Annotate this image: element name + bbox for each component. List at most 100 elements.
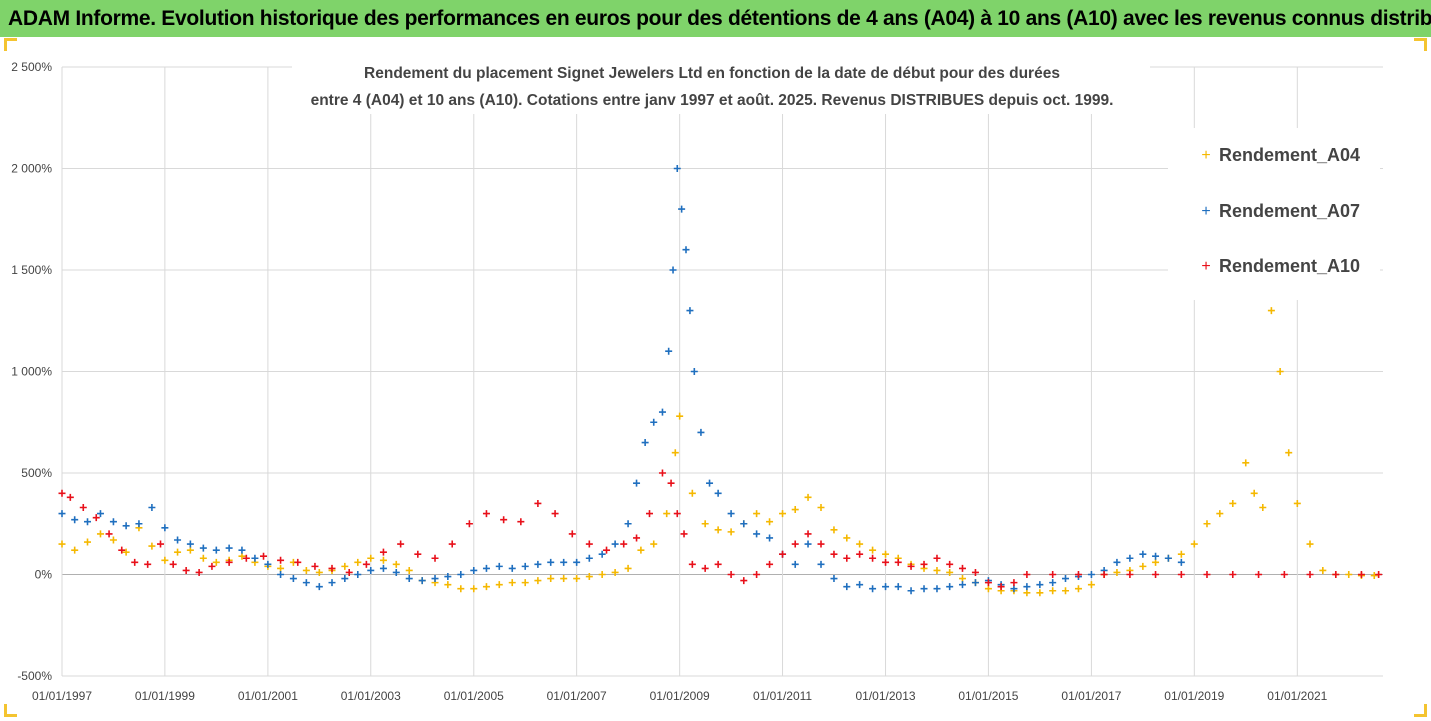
data-point — [418, 577, 426, 585]
data-point — [697, 428, 705, 436]
x-axis-ticks: 01/01/1997 01/01/1999 01/01/2001 01/01/2003… — [32, 689, 1328, 703]
data-point — [482, 510, 490, 518]
legend-item-a04: + Rendement_A04 — [1201, 145, 1360, 165]
data-point — [1293, 499, 1301, 507]
data-point — [673, 510, 681, 518]
data-point — [1177, 550, 1185, 558]
data-point — [71, 516, 79, 524]
data-point — [302, 566, 310, 574]
data-point — [791, 506, 799, 514]
data-point — [289, 575, 297, 583]
data-point — [341, 562, 349, 570]
data-point — [701, 520, 709, 528]
data-point — [534, 577, 542, 585]
data-point — [1164, 554, 1172, 562]
data-point — [534, 499, 542, 507]
data-point — [714, 526, 722, 534]
data-point — [547, 575, 555, 583]
data-point — [186, 546, 194, 554]
legend-label-a07: Rendement_A07 — [1219, 201, 1360, 221]
data-point — [354, 571, 362, 578]
data-point — [958, 564, 966, 572]
data-point — [457, 585, 465, 593]
series-rendement-a07 — [58, 165, 1185, 595]
data-point — [624, 520, 632, 528]
data-point — [109, 518, 117, 526]
data-point — [997, 583, 1005, 591]
data-point — [58, 489, 66, 497]
data-point — [688, 560, 696, 568]
data-point — [311, 562, 319, 570]
data-point — [534, 560, 542, 568]
data-point — [1087, 571, 1095, 578]
data-point — [465, 520, 473, 528]
data-point — [315, 583, 323, 591]
data-point — [933, 585, 941, 593]
data-point — [856, 581, 864, 589]
data-point — [1074, 571, 1082, 578]
data-point — [508, 564, 516, 572]
data-point — [302, 579, 310, 587]
data-point — [603, 546, 611, 554]
data-point — [727, 510, 735, 518]
data-point — [1276, 368, 1284, 375]
data-point — [84, 538, 92, 546]
data-point — [1152, 552, 1160, 560]
data-point — [804, 540, 812, 548]
data-point — [260, 552, 268, 560]
data-point — [1229, 499, 1237, 507]
data-point — [547, 558, 555, 566]
data-point — [199, 554, 207, 562]
data-point — [431, 554, 439, 562]
data-point — [1332, 571, 1340, 578]
legend-label-a10: Rendement_A10 — [1219, 256, 1360, 276]
data-point — [105, 530, 113, 538]
data-point — [277, 564, 285, 572]
chart-legend: + Rendement_A04 + Rendement_A07 + Rendem… — [1168, 128, 1380, 300]
data-point — [1126, 554, 1134, 562]
data-point — [791, 560, 799, 568]
data-point — [521, 562, 529, 570]
data-point — [624, 564, 632, 572]
data-point — [1126, 571, 1134, 578]
data-point — [392, 560, 400, 568]
data-point — [362, 560, 370, 568]
frame-corner-bottom-left — [4, 704, 17, 717]
data-point — [907, 562, 915, 570]
data-point — [933, 566, 941, 574]
data-point — [894, 583, 902, 591]
data-point — [482, 564, 490, 572]
data-point — [843, 534, 851, 542]
data-point — [706, 479, 714, 487]
data-point — [277, 556, 285, 564]
chart-points — [58, 165, 1383, 597]
legend-background — [1168, 128, 1380, 300]
data-point — [727, 571, 735, 578]
data-point — [650, 418, 658, 426]
data-point — [345, 568, 353, 576]
data-point — [1177, 571, 1185, 578]
data-point — [984, 579, 992, 587]
data-point — [1152, 558, 1160, 566]
data-point — [1152, 571, 1160, 578]
data-point — [294, 558, 302, 566]
x-tick-label: 01/01/2003 — [341, 689, 401, 703]
data-point — [1255, 571, 1263, 578]
y-tick-label: 2 500% — [11, 60, 52, 74]
data-point — [1177, 558, 1185, 566]
data-point — [58, 510, 66, 518]
data-point — [620, 540, 628, 548]
data-point — [1023, 589, 1031, 597]
data-point — [1036, 589, 1044, 597]
data-point — [551, 510, 559, 518]
data-point — [58, 540, 66, 548]
chart-title-background — [292, 56, 1150, 114]
data-point — [379, 548, 387, 556]
legend-marker-a10: + — [1201, 258, 1210, 275]
data-point — [1074, 585, 1082, 593]
data-point — [1036, 581, 1044, 589]
data-point — [646, 510, 654, 518]
data-point — [1139, 550, 1147, 558]
data-point — [495, 562, 503, 570]
data-point — [714, 560, 722, 568]
